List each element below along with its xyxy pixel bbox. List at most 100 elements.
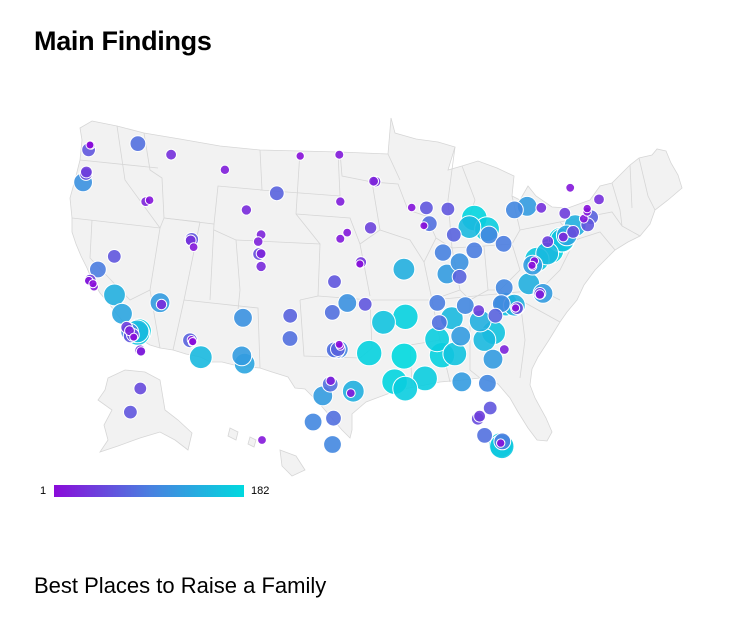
city-marker[interactable]: Sacramento — 90 (89, 260, 107, 279)
city-marker[interactable]: Asheville — 40 (472, 304, 486, 318)
city-marker[interactable]: Albany — 40 (558, 206, 572, 220)
city-marker[interactable]: Tampa — 40 (473, 409, 487, 423)
city-marker[interactable]: Lexington — 70 (451, 268, 468, 285)
city-marker[interactable]: New Haven — 50 (566, 225, 580, 239)
city-marker[interactable]: Tulsa — 110 (337, 293, 358, 313)
city-marker[interactable]: Jacksonville — 100 (478, 373, 497, 393)
city-marker[interactable]: Amarillo — 70 (282, 307, 299, 324)
city-marker[interactable]: Burlington — 10 (565, 182, 576, 193)
city-marker[interactable]: Boise — 8 (144, 195, 155, 205)
city-marker[interactable]: Omaha — 10 (342, 227, 353, 238)
city-marker[interactable]: Tallahassee — 120 (451, 371, 473, 393)
city-marker[interactable]: Knoxville — 100 (455, 296, 475, 316)
city-marker[interactable]: Fort Wayne — 70 (445, 226, 462, 243)
city-marker[interactable]: Naperville — 2 (419, 221, 429, 231)
city-marker[interactable]: Rapid City — 70 (268, 185, 285, 202)
city-marker[interactable]: Portland ME — 30 (593, 193, 605, 206)
city-marker[interactable]: Fayetteville AR — 60 (357, 296, 373, 312)
city-marker[interactable]: Overland Park — 3 (355, 259, 365, 269)
legend-max-label: 182 (251, 485, 270, 497)
city-marker[interactable]: Bakersfield — 130 (111, 302, 133, 325)
city-marker[interactable]: Chesapeake — 15 (534, 289, 546, 300)
city-marker[interactable]: Fort Collins — 18 (252, 236, 264, 247)
city-marker[interactable]: Tucson — 150 (188, 345, 213, 370)
city-marker[interactable]: Round Rock — 15 (325, 375, 336, 386)
city-marker[interactable]: Shreveport — 175 (356, 339, 383, 367)
city-marker[interactable]: Provo — 10 (188, 242, 199, 253)
city-marker[interactable]: Columbus — 90 (465, 241, 484, 260)
city-marker[interactable]: Frisco — 2 (334, 339, 344, 349)
city-marker[interactable]: Minneapolis — 20 (368, 175, 380, 187)
city-marker[interactable]: Buffalo — 100 (505, 200, 524, 220)
city-marker[interactable]: Sioux Falls — 15 (335, 196, 346, 207)
city-marker[interactable]: Little Rock — 160 (371, 309, 396, 335)
city-marker[interactable]: Pittsburgh — 90 (494, 234, 513, 253)
city-marker[interactable]: Spokane — 80 (129, 135, 147, 153)
legend-color-bar (54, 485, 244, 497)
legend-min-label: 1 (40, 485, 47, 497)
city-marker[interactable]: Honolulu — 10 (257, 435, 267, 445)
city-marker[interactable]: Oklahoma City — 80 (323, 304, 341, 321)
city-marker[interactable]: Yonkers — 20 (557, 231, 569, 243)
city-marker[interactable]: Milwaukee — 60 (419, 200, 434, 216)
city-marker[interactable]: Colorado Springs — 25 (255, 260, 267, 273)
city-marker[interactable]: Corpus Christi — 80 (325, 409, 342, 427)
city-marker[interactable]: Brownsville — 100 (323, 435, 342, 454)
city-marker[interactable]: Memphis — 175 (392, 303, 419, 330)
city-marker[interactable]: Irvine — 2 (129, 332, 139, 342)
city-marker[interactable]: Huntsville — 80 (430, 314, 448, 332)
city-marker[interactable]: Akron — 100 (479, 225, 499, 245)
city-marker[interactable]: Manchester — 6 (582, 203, 592, 214)
city-marker[interactable]: Wichita — 60 (327, 274, 342, 290)
city-marker[interactable]: Sugar Land — 10 (345, 388, 356, 399)
city-marker[interactable]: Pembroke Pines — 5 (496, 438, 506, 448)
city-marker[interactable]: Roanoke — 100 (494, 278, 514, 298)
city-marker[interactable]: Anchorage — 60 (122, 404, 138, 420)
city-marker[interactable]: Lincoln — 12 (335, 233, 346, 244)
city-marker[interactable]: Gilbert — 3 (188, 337, 198, 347)
city-marker[interactable]: Las Cruces — 120 (231, 345, 253, 367)
city-marker[interactable]: Atlanta — 120 (450, 325, 472, 347)
city-marker[interactable]: Casper — 25 (240, 204, 253, 216)
city-marker[interactable]: Vancouver WA — 40 (80, 165, 93, 179)
city-marker[interactable]: Cary — 4 (510, 303, 521, 313)
city-marker[interactable]: Billings — 15 (219, 164, 231, 176)
color-legend: 1 182 (40, 483, 269, 499)
city-marker[interactable]: Augusta — 150 (472, 328, 497, 352)
city-marker[interactable]: New Orleans — 170 (392, 375, 419, 402)
city-marker[interactable]: Bismarck — 5 (295, 151, 305, 161)
city-marker[interactable]: Aurora — 20 (255, 248, 267, 260)
city-marker[interactable]: Fresno — 140 (103, 283, 126, 307)
city-marker[interactable]: Grand Rapids — 60 (440, 201, 456, 217)
city-marker[interactable]: Toledo — 150 (457, 215, 482, 240)
city-marker[interactable]: Nashville — 90 (428, 294, 447, 312)
city-marker[interactable]: Des Moines — 45 (363, 221, 378, 235)
city-marker[interactable]: Reno — 60 (106, 249, 122, 264)
city-marker[interactable]: Charleston — 20 (498, 344, 510, 355)
city-marker[interactable]: Syracuse — 30 (535, 201, 548, 214)
city-marker[interactable]: Savannah — 120 (482, 348, 504, 370)
city-marker[interactable]: Allentown — 40 (541, 235, 555, 249)
city-marker[interactable]: Albuquerque — 110 (233, 307, 253, 328)
map-caption: Best Places to Raise a Family (34, 573, 327, 598)
city-marker[interactable]: Seattle — 1 (85, 140, 95, 150)
city-marker[interactable]: Henderson — 25 (155, 298, 168, 311)
city-marker[interactable]: Chula Vista — 15 (135, 346, 147, 357)
city-marker[interactable]: Fremont — 3 (88, 279, 98, 289)
city-marker[interactable]: Jackson MS — 182 (390, 342, 418, 370)
city-marker[interactable]: Laredo — 100 (303, 412, 323, 432)
city-marker[interactable]: St Louis — 140 (392, 257, 416, 281)
city-marker[interactable]: Madison — 8 (406, 202, 417, 213)
city-marker[interactable]: Missoula — 30 (165, 148, 178, 161)
city-marker[interactable]: Charlotte — 70 (487, 307, 504, 324)
city-marker[interactable]: Cincinnati — 110 (449, 252, 470, 273)
city-marker[interactable]: Indianapolis — 95 (433, 243, 453, 262)
city-marker[interactable]: Fairbanks — 50 (133, 381, 148, 396)
city-marker[interactable]: Cape Coral — 80 (476, 427, 494, 444)
city-marker[interactable]: Arlington — 4 (527, 260, 537, 270)
city-marker[interactable]: Orlando — 60 (482, 400, 498, 416)
city-marker[interactable]: Fargo — 12 (334, 149, 345, 160)
hawaii-shape (227, 427, 306, 477)
city-marker[interactable]: Lubbock — 80 (281, 330, 299, 347)
